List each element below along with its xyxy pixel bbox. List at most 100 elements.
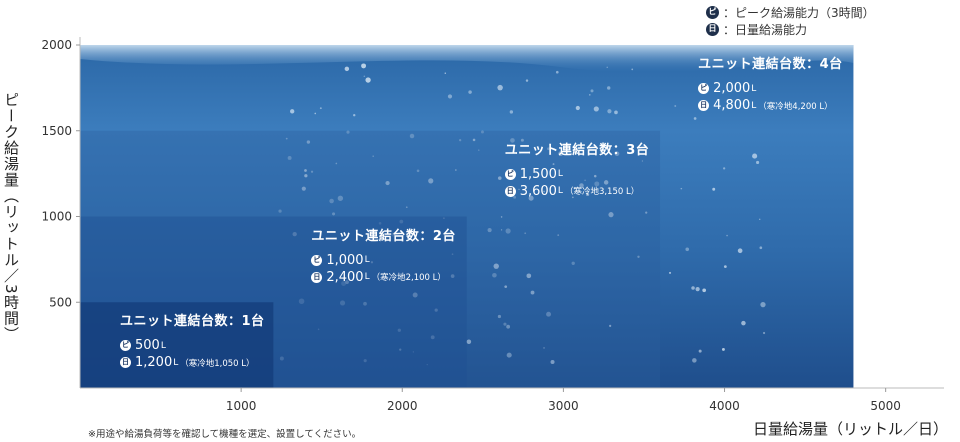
bubble xyxy=(693,117,697,120)
bubble xyxy=(712,187,716,191)
bubble xyxy=(416,169,420,173)
bubble xyxy=(555,70,559,74)
daily-line: 日 2,400 L （寒冷地2,100 L） xyxy=(311,269,456,286)
bubble xyxy=(430,335,435,340)
peak-value: 500 xyxy=(135,338,160,354)
bubble xyxy=(487,228,492,233)
unit-title: ユニット連結台数：1台 xyxy=(120,314,265,330)
bubble xyxy=(451,253,454,255)
bubble xyxy=(341,281,347,287)
bubble xyxy=(332,212,336,216)
bubble xyxy=(493,263,499,269)
daily-cold-note: （寒冷地3,150 L） xyxy=(564,187,640,198)
daily-value: 3,600 xyxy=(519,183,557,199)
x-axis-label: 日量給湯量（リットル／日） xyxy=(752,420,948,438)
bubble xyxy=(510,138,515,143)
bubble xyxy=(513,195,517,199)
bubble xyxy=(363,301,367,306)
bubble xyxy=(557,234,560,237)
bubble xyxy=(641,160,644,162)
bubble xyxy=(500,229,503,231)
bubble xyxy=(304,169,307,172)
bubble xyxy=(506,324,511,329)
bubble xyxy=(525,79,529,82)
bubble xyxy=(759,246,763,250)
bubble xyxy=(589,94,591,96)
bubble xyxy=(759,218,761,221)
peak-line: ピ 1,000 L xyxy=(311,252,456,269)
bubble xyxy=(399,219,404,224)
bubble xyxy=(478,149,480,151)
unit-label-2: ユニット連結台数：2台ピ 1,000 L 日 2,400 L （寒冷地2,100 L） xyxy=(311,225,456,286)
bubble xyxy=(752,153,758,159)
y-tick-label: 2000 xyxy=(41,38,72,52)
peak-line: ピ 2,000 L xyxy=(698,80,843,97)
peak-line: ピ 1,500 L xyxy=(504,166,650,183)
legend-peak-text: ：ピーク給湯能力（3時間） xyxy=(723,5,875,20)
bubble xyxy=(543,347,545,349)
peak-value: 1,000 xyxy=(326,252,364,268)
peak-badge-icon: ピ xyxy=(311,254,323,266)
bubble xyxy=(546,311,552,317)
bubble xyxy=(428,178,434,184)
bubble xyxy=(572,196,574,199)
peak-badge-icon: ピ xyxy=(504,168,516,180)
bubble xyxy=(726,234,728,237)
bubble xyxy=(526,273,532,279)
bubble xyxy=(645,211,648,214)
bubble xyxy=(518,188,520,191)
bubble xyxy=(378,222,382,225)
bubble xyxy=(520,138,524,142)
daily-line: 日 1,200 L （寒冷地1,050 L） xyxy=(120,354,265,371)
bubble xyxy=(504,285,508,289)
peak-value: 2,000 xyxy=(713,81,751,96)
bubble xyxy=(450,274,455,278)
bubble xyxy=(698,349,702,353)
bubble xyxy=(345,280,349,285)
bubble xyxy=(412,292,418,298)
bubble xyxy=(298,298,305,305)
bubble xyxy=(466,339,472,344)
bubble xyxy=(506,352,512,358)
bubble xyxy=(292,231,297,237)
bubble xyxy=(760,301,766,308)
peak-unit: L xyxy=(364,255,370,265)
daily-cold-note: （寒冷地1,050 L） xyxy=(180,358,255,369)
bubble xyxy=(500,216,503,218)
y-axis-label: ピーク給湯量（リットル／3時間） xyxy=(2,92,20,343)
y-tick-label: 1500 xyxy=(41,124,72,138)
bubble xyxy=(306,140,311,144)
peak-value: 1,500 xyxy=(519,166,557,182)
bubble xyxy=(285,137,288,140)
bubble xyxy=(492,272,497,278)
bubble xyxy=(691,286,695,290)
bubble xyxy=(594,181,600,187)
bubble xyxy=(346,130,350,134)
bubble xyxy=(365,77,371,83)
bubble xyxy=(674,105,677,107)
bubble xyxy=(590,89,594,93)
daily-cold-note: （寒冷地2,100 L） xyxy=(371,273,446,283)
x-tick-label: 2000 xyxy=(387,399,418,413)
bubble xyxy=(447,94,453,99)
bubble xyxy=(503,322,507,326)
axes: 500 1000 1500 2000 1000 2000 3000 4000 5000 xyxy=(41,37,944,413)
legend-peak: ピ ：ピーク給湯能力（3時間） xyxy=(706,4,875,20)
bubble xyxy=(702,288,707,293)
y-tick-label: 500 xyxy=(49,295,72,309)
bubble xyxy=(543,190,545,193)
bubble xyxy=(344,66,350,72)
bubble xyxy=(444,72,447,74)
x-tick-label: 1000 xyxy=(226,399,257,413)
bubble xyxy=(290,109,295,114)
bubble xyxy=(762,331,766,335)
footnote: ※用途や給湯負荷等を確認して機種を選定、設置してください。 xyxy=(88,429,362,440)
bubble xyxy=(412,351,414,353)
bubble xyxy=(363,75,366,78)
legend-daily: 日 ：日量給湯能力 xyxy=(706,21,807,37)
daily-badge-icon: 日 xyxy=(311,271,323,283)
legend-daily-text: ：日量給湯能力 xyxy=(723,22,808,37)
bubble xyxy=(434,308,438,312)
bubble xyxy=(335,162,338,165)
